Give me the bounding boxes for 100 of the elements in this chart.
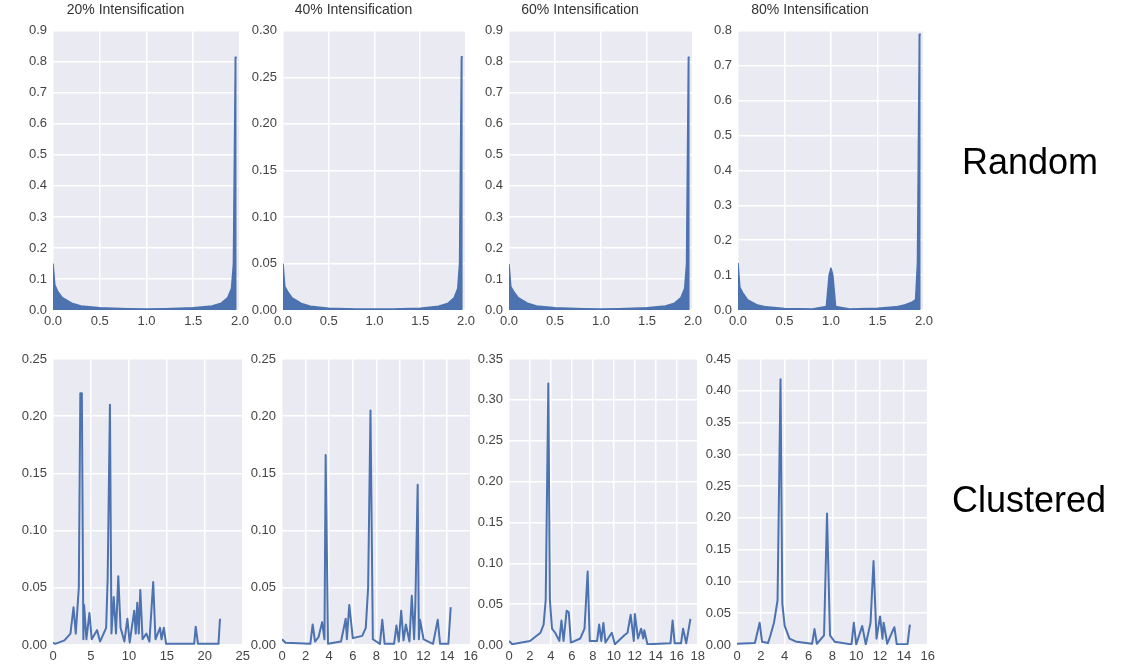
y-tick-label: 0.7 (713, 57, 732, 73)
y-tick-label: 0.5 (484, 146, 503, 162)
x-tick-label: 6 (804, 648, 813, 664)
x-tick-label: 1.5 (637, 313, 657, 329)
x-tick-label: 2.0 (456, 313, 475, 329)
y-tick-label: 0.15 (705, 541, 731, 557)
y-tick-label: 0.2 (28, 239, 47, 255)
y-tick-label: 0.7 (484, 84, 503, 100)
y-tick-label: 0.3 (713, 196, 732, 212)
y-tick-label: 0.1 (28, 270, 47, 286)
x-tick-label: 5 (87, 648, 95, 664)
x-tick-label: 10 (121, 648, 137, 664)
x-tick-label: 0.5 (90, 313, 109, 329)
y-tick-label: 0.30 (705, 445, 731, 461)
text: Random (962, 141, 1099, 183)
x-tick-label: 15 (159, 648, 175, 664)
x-tick-label: 14 (896, 648, 912, 664)
x-tick-label: 1.0 (137, 313, 156, 329)
y-tick-label: 0.25 (477, 432, 503, 448)
y-tick-label: 0.45 (705, 350, 731, 366)
x-tick-label: 14 (648, 648, 664, 664)
x-tick-label: 0.5 (319, 313, 338, 329)
y-tick-label: 0.10 (250, 522, 276, 538)
y-tick-label: 0.10 (705, 573, 731, 589)
y-tick-label: 0.15 (251, 161, 277, 177)
x-tick-label: 16 (920, 648, 935, 664)
y-tick-label: 0.05 (251, 255, 277, 271)
y-tick-label: 0.7 (28, 84, 47, 100)
y-tick-label: 0.4 (713, 161, 732, 177)
x-tick-label: 0 (505, 648, 513, 664)
y-tick-label: 0.35 (705, 414, 731, 430)
y-tick-label: 0.5 (28, 146, 47, 162)
y-tick-label: 0.9 (484, 22, 503, 38)
x-tick-label: 0 (49, 648, 57, 664)
x-tick-label: 0.5 (545, 313, 565, 329)
x-tick-label: 10 (849, 648, 864, 664)
chart-title: 60% Intensification (521, 1, 639, 18)
x-tick-label: 8 (828, 648, 836, 664)
chart-title: 80% Intensification (751, 1, 869, 18)
y-tick-label: 0.20 (250, 407, 276, 423)
y-tick-label: 0.15 (21, 464, 47, 480)
x-tick-label: 16 (669, 648, 685, 664)
x-tick-label: 8 (589, 648, 597, 664)
x-tick-label: 20 (197, 648, 213, 664)
y-tick-label: 0.00 (250, 636, 276, 652)
x-tick-label: 1.0 (821, 313, 841, 329)
chart-title: 20% Intensification (66, 1, 185, 18)
y-tick-label: 0.15 (477, 514, 503, 530)
x-tick-label: 0 (733, 648, 741, 664)
y-tick-label: 0.6 (484, 115, 503, 131)
y-tick-label: 0.05 (250, 579, 276, 595)
text: Clustered (952, 479, 1107, 521)
x-tick-label: 6 (349, 648, 357, 664)
y-tick-label: 0.3 (28, 208, 47, 224)
y-tick-label: 0.15 (250, 464, 276, 480)
x-tick-label: 12 (627, 648, 643, 664)
x-tick-label: 1.0 (365, 313, 384, 329)
x-tick-label: 2 (301, 648, 310, 664)
y-tick-label: 0.20 (251, 115, 277, 131)
y-tick-label: 0.35 (477, 350, 503, 366)
y-tick-label: 0.4 (28, 177, 47, 193)
x-tick-label: 8 (372, 648, 380, 664)
y-tick-label: 0.6 (713, 92, 732, 108)
y-tick-label: 0.25 (251, 68, 277, 84)
x-tick-label: 4 (325, 648, 333, 664)
y-tick-label: 0.3 (484, 208, 503, 224)
x-tick-label: 2 (526, 648, 534, 664)
y-tick-label: 0.9 (28, 22, 47, 38)
y-tick-label: 0.20 (477, 473, 503, 489)
y-tick-label: 0.1 (484, 270, 503, 286)
y-tick-label: 0.00 (21, 636, 47, 652)
x-tick-label: 25 (235, 648, 250, 664)
y-tick-label: 0.10 (251, 208, 277, 224)
y-tick-label: 0.8 (713, 22, 732, 38)
y-tick-label: 0.25 (21, 350, 47, 366)
x-tick-label: 1.5 (411, 313, 430, 329)
x-tick-label: 1.5 (184, 313, 203, 329)
y-tick-label: 0.1 (713, 266, 732, 282)
y-tick-label: 0.6 (28, 115, 47, 131)
x-tick-label: 18 (690, 648, 705, 664)
y-tick-label: 0.30 (251, 22, 277, 38)
x-tick-label: 0 (278, 648, 286, 664)
y-tick-label: 0.30 (477, 391, 503, 407)
y-tick-label: 0.2 (713, 231, 732, 247)
chart-title: 40% Intensification (294, 1, 413, 18)
y-tick-label: 0.2 (484, 239, 503, 255)
x-tick-label: 2.0 (914, 313, 933, 329)
x-tick-label: 1.0 (591, 313, 611, 329)
x-tick-label: 6 (568, 648, 576, 664)
x-tick-label: 0.5 (775, 313, 794, 329)
x-tick-label: 2.0 (683, 313, 702, 329)
y-tick-label: 0.5 (713, 127, 732, 143)
y-tick-label: 0.05 (21, 579, 47, 595)
y-tick-label: 0.40 (705, 382, 731, 398)
y-tick-label: 0.4 (484, 177, 503, 193)
x-tick-label: 10 (392, 648, 408, 664)
x-tick-label: 12 (872, 648, 888, 664)
x-tick-label: 4 (547, 648, 555, 664)
y-tick-label: 0.00 (705, 636, 731, 652)
y-tick-label: 0.00 (477, 636, 503, 652)
